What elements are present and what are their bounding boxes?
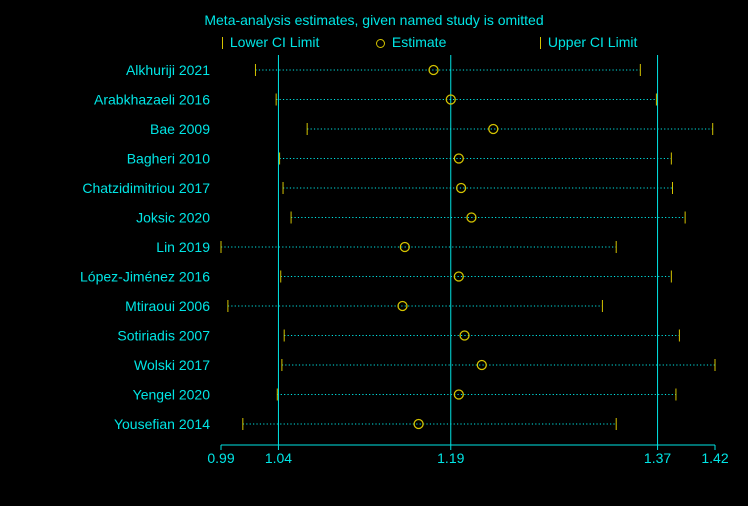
study-label: Bae 2009 xyxy=(150,121,210,137)
x-tick-label: 1.19 xyxy=(437,450,464,466)
estimate-point xyxy=(455,182,467,194)
legend-estimate-label: Estimate xyxy=(391,34,447,50)
estimate-point xyxy=(459,330,470,341)
estimate-point xyxy=(413,418,424,430)
estimate-point xyxy=(399,241,410,253)
lower-ci-tick-icon xyxy=(222,37,223,50)
chart-title: Meta-analysis estimates, given named stu… xyxy=(204,12,544,28)
legend-estimate: Estimate xyxy=(376,34,446,50)
estimate-point xyxy=(445,94,456,105)
x-tick-label: 0.99 xyxy=(207,450,234,466)
estimate-point xyxy=(466,212,477,223)
estimate-point xyxy=(428,64,439,76)
study-label: Chatzidimitriou 2017 xyxy=(82,180,210,196)
estimate-point xyxy=(397,300,408,312)
study-label: Joksic 2020 xyxy=(136,210,210,226)
estimate-point xyxy=(453,389,464,400)
estimate-point xyxy=(488,123,499,135)
estimate-circle-icon xyxy=(376,38,385,48)
upper-ci-tick-icon xyxy=(540,37,541,50)
estimate-point xyxy=(453,153,464,164)
legend-upper: Upper CI Limit xyxy=(540,34,637,50)
x-tick-label: 1.04 xyxy=(265,450,292,466)
x-tick-label: 1.42 xyxy=(701,450,728,466)
legend-upper-label: Upper CI Limit xyxy=(547,34,638,50)
estimate-point xyxy=(453,271,464,282)
estimate-point xyxy=(476,359,487,371)
study-label: Yengel 2020 xyxy=(133,387,211,403)
study-label: Lin 2019 xyxy=(156,239,210,255)
study-label: Mtiraoui 2006 xyxy=(125,298,210,314)
study-label: Sotiriadis 2007 xyxy=(117,328,210,344)
study-label: López-Jiménez 2016 xyxy=(80,269,210,285)
study-label: Yousefian 2014 xyxy=(114,416,210,432)
study-label: Arabkhazaeli 2016 xyxy=(94,92,210,108)
study-label: Wolski 2017 xyxy=(134,357,210,373)
x-tick-label: 1.37 xyxy=(644,450,671,466)
study-label: Alkhuriji 2021 xyxy=(126,62,210,78)
legend-lower-label: Lower CI Limit xyxy=(229,34,320,50)
study-label: Bagheri 2010 xyxy=(127,151,211,167)
legend-lower: Lower CI Limit xyxy=(222,34,319,50)
